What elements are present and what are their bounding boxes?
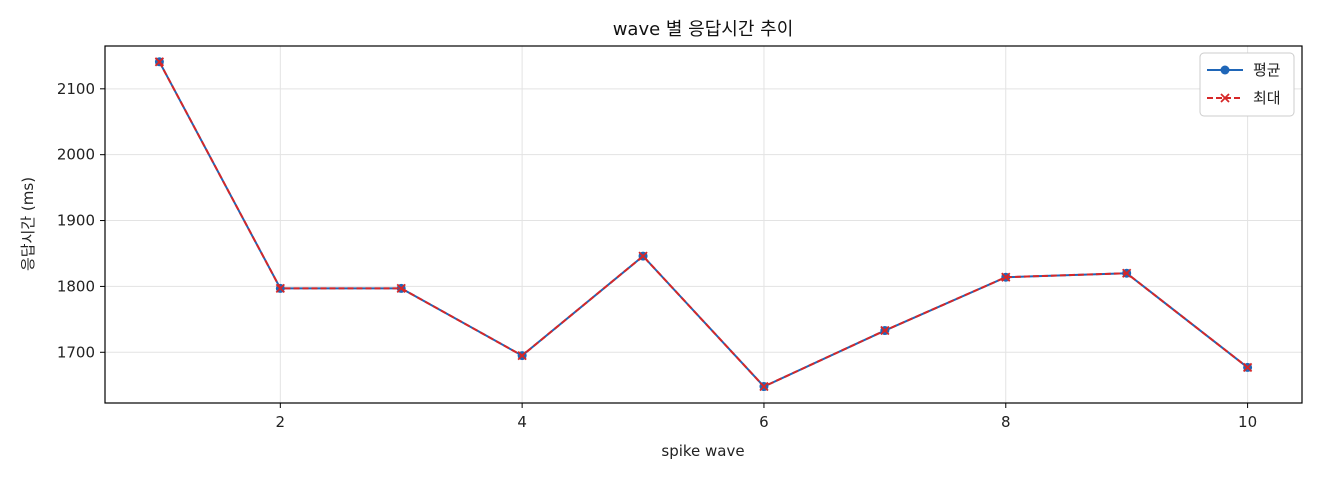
series-2-point bbox=[1122, 268, 1132, 278]
series-2-point bbox=[759, 381, 769, 392]
series-line-1 bbox=[158, 61, 1249, 388]
series-2-point bbox=[1001, 272, 1011, 282]
y-tick-label: 1700 bbox=[57, 343, 95, 361]
series-2-point bbox=[517, 350, 527, 361]
x-tick-label: 4 bbox=[517, 413, 527, 431]
plot-frame bbox=[104, 45, 1303, 404]
y-tick-label: 1800 bbox=[57, 277, 95, 295]
y-axis: 1700 1800 1900 2000 2100 bbox=[57, 80, 105, 361]
series-2-point bbox=[154, 57, 165, 67]
x-axis-label: spike wave bbox=[661, 442, 744, 460]
x-tick-label: 6 bbox=[759, 413, 769, 431]
legend: 평균 최대 bbox=[1199, 52, 1295, 117]
y-tick-label: 2100 bbox=[57, 80, 95, 98]
x-tick-label: 2 bbox=[276, 413, 286, 431]
legend-marker-series-1 bbox=[1220, 65, 1230, 75]
series-2-point bbox=[396, 283, 406, 294]
x-axis: 2 4 6 8 10 bbox=[276, 403, 1257, 431]
series-2-point bbox=[1242, 362, 1253, 373]
series-2-point bbox=[275, 283, 285, 294]
y-tick-label: 2000 bbox=[57, 146, 95, 164]
legend-label-series-2: 최대 bbox=[1253, 89, 1281, 107]
chart-title: wave 별 응답시간 추이 bbox=[613, 19, 794, 40]
grid bbox=[105, 46, 1302, 403]
x-tick-label: 10 bbox=[1238, 413, 1257, 431]
series-2-point bbox=[880, 325, 890, 336]
legend-label-series-1: 평균 bbox=[1253, 61, 1281, 79]
series-2-point bbox=[638, 251, 648, 261]
series-group bbox=[154, 57, 1253, 392]
legend-marker-series-2 bbox=[1220, 93, 1230, 103]
x-tick-label: 8 bbox=[1001, 413, 1011, 431]
series-line-2 bbox=[158, 61, 1249, 388]
y-axis-label: 응답시간 (ms) bbox=[19, 177, 37, 271]
y-tick-label: 1900 bbox=[57, 212, 95, 230]
